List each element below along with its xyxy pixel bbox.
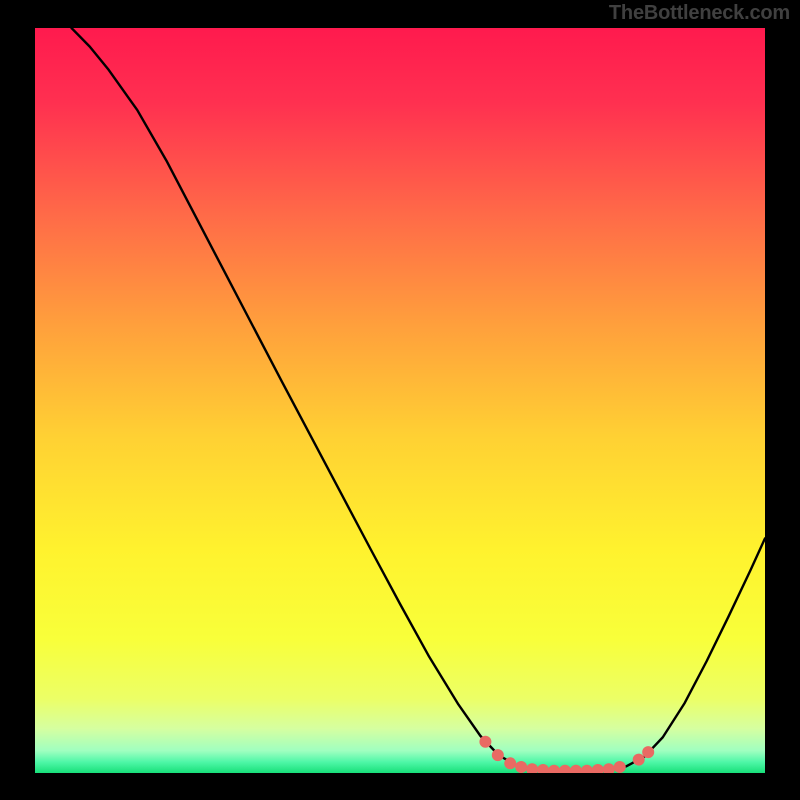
highlight-dot — [516, 762, 527, 773]
highlight-dot — [538, 765, 549, 773]
highlight-dot — [559, 765, 570, 773]
highlight-dot — [527, 764, 538, 773]
bottleneck-curve — [72, 28, 766, 771]
chart-container: TheBottleneck.com — [0, 0, 800, 800]
highlight-dot — [492, 750, 503, 761]
plot-area — [35, 28, 765, 773]
highlight-dot — [614, 762, 625, 773]
highlight-dot — [549, 765, 560, 773]
chart-svg — [35, 28, 765, 773]
highlight-dot — [570, 765, 581, 773]
highlight-dot — [480, 736, 491, 747]
highlight-dot — [633, 754, 644, 765]
highlight-dot — [592, 765, 603, 773]
highlight-dot — [505, 758, 516, 769]
highlight-dot — [603, 764, 614, 773]
watermark-text: TheBottleneck.com — [609, 2, 790, 25]
highlight-dot — [643, 747, 654, 758]
highlight-dot — [581, 765, 592, 773]
